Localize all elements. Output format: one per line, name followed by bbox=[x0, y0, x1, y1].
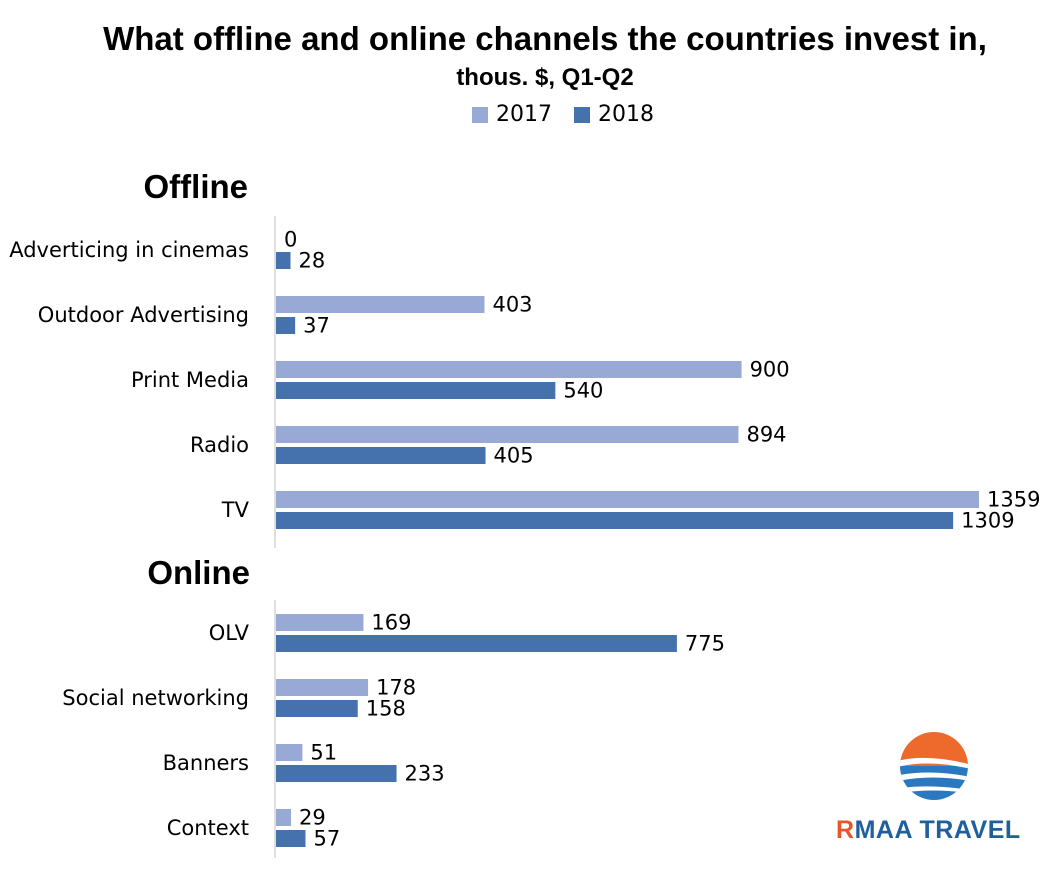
bar-2017 bbox=[276, 809, 292, 826]
data-label-2017: 0 bbox=[284, 228, 297, 252]
data-label-2018: 540 bbox=[563, 379, 603, 403]
bar-2018 bbox=[276, 382, 556, 399]
data-label-2017: 900 bbox=[750, 358, 790, 382]
data-label-2018: 775 bbox=[685, 632, 725, 656]
chart-title: What offline and online channels the cou… bbox=[103, 20, 987, 57]
category-label: Adverticing in cinemas bbox=[9, 238, 249, 262]
section-header-online: Online bbox=[147, 554, 250, 591]
category-label: Social networking bbox=[62, 686, 249, 710]
section-header-offline: Offline bbox=[144, 168, 249, 205]
bar-2018 bbox=[276, 447, 486, 464]
data-label-2017: 51 bbox=[310, 741, 337, 765]
category-label: TV bbox=[221, 498, 250, 522]
legend-swatch-2018 bbox=[574, 106, 590, 123]
data-label-2017: 169 bbox=[371, 611, 411, 635]
bar-2017 bbox=[276, 744, 303, 761]
legend-item-2018: 2018 bbox=[574, 102, 654, 127]
legend: 2017 2018 bbox=[472, 102, 676, 127]
category-label: Radio bbox=[190, 433, 249, 457]
data-label-2018: 28 bbox=[298, 249, 325, 273]
data-label-2018: 405 bbox=[494, 444, 534, 468]
bar-2017 bbox=[276, 296, 485, 313]
data-label-2018: 233 bbox=[405, 762, 445, 786]
legend-swatch-2017 bbox=[472, 106, 488, 123]
category-label: Context bbox=[167, 816, 249, 840]
category-label: Outdoor Advertising bbox=[38, 303, 249, 327]
bar-2018 bbox=[276, 830, 306, 847]
bar-2017 bbox=[276, 679, 369, 696]
data-label-2018: 1309 bbox=[961, 509, 1014, 533]
category-label: Banners bbox=[163, 751, 249, 775]
bar-2017 bbox=[276, 361, 742, 378]
bar-2017 bbox=[276, 426, 739, 443]
bar-2017 bbox=[276, 491, 979, 508]
bar-2018 bbox=[276, 700, 358, 717]
legend-item-2017: 2017 bbox=[472, 102, 552, 127]
data-label-2017: 29 bbox=[299, 806, 326, 830]
company-logo: RMAA TRAVEL bbox=[836, 732, 1036, 852]
data-label-2017: 894 bbox=[746, 423, 786, 447]
bar-2018 bbox=[276, 317, 296, 334]
category-label: Print Media bbox=[131, 368, 249, 392]
legend-label-2018: 2018 bbox=[598, 102, 654, 127]
category-label: OLV bbox=[209, 621, 250, 645]
data-label-2018: 57 bbox=[313, 827, 340, 851]
chart-subtitle: thous. $, Q1-Q2 bbox=[456, 64, 634, 91]
bar-2018 bbox=[276, 512, 954, 529]
legend-label-2017: 2017 bbox=[496, 102, 552, 127]
logo-sun-icon bbox=[900, 732, 968, 800]
data-label-2017: 178 bbox=[376, 676, 416, 700]
data-label-2018: 37 bbox=[303, 314, 330, 338]
data-label-2018: 158 bbox=[366, 697, 406, 721]
bar-2018 bbox=[276, 635, 677, 652]
bar-2018 bbox=[276, 765, 397, 782]
data-label-2017: 403 bbox=[492, 293, 532, 317]
logo-wordmark: RMAA TRAVEL bbox=[836, 816, 1021, 844]
bar-2018 bbox=[276, 252, 291, 269]
bar-2017 bbox=[276, 614, 364, 631]
data-label-2017: 1359 bbox=[987, 488, 1040, 512]
